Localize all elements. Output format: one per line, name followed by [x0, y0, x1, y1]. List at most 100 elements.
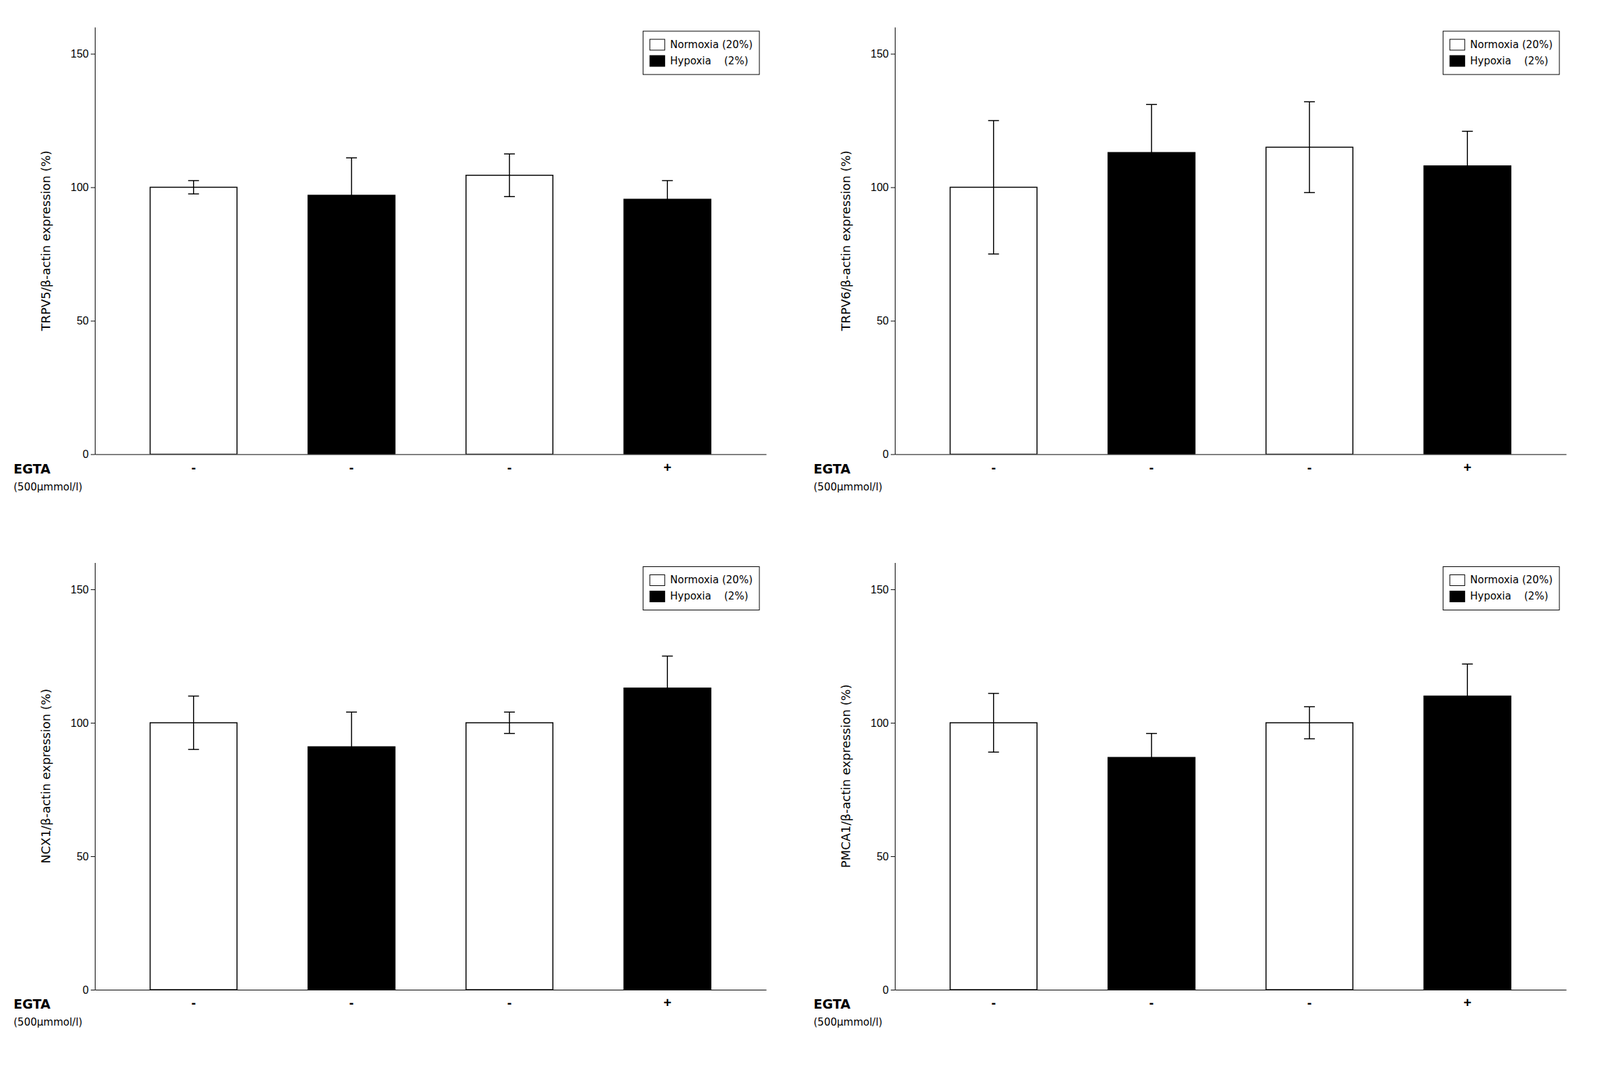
legend-item: Normoxia (20%)	[649, 573, 753, 586]
error-line	[1308, 706, 1311, 739]
legend-swatch	[649, 39, 665, 51]
tick-mark	[90, 53, 95, 55]
tick: -	[191, 459, 196, 475]
bar	[1266, 722, 1353, 990]
tick-mark	[890, 186, 895, 188]
legend-label: Hypoxia (2%)	[669, 54, 748, 68]
tick: 150	[870, 583, 895, 596]
tick: 0	[882, 984, 895, 996]
bar	[1423, 696, 1511, 990]
legend: Normoxia (20%)Hypoxia (2%)	[642, 31, 760, 75]
legend-item: Hypoxia (2%)	[1449, 54, 1548, 68]
error-line	[1150, 733, 1153, 782]
error-line	[1467, 131, 1469, 201]
legend: Normoxia (20%) Hypoxia (2%)	[642, 566, 760, 611]
axis-line	[95, 989, 767, 991]
bar	[1266, 146, 1353, 454]
error-cap	[503, 732, 515, 735]
tick-label: 0	[82, 448, 89, 460]
error-bar	[346, 711, 357, 782]
error-bar	[1146, 733, 1157, 782]
marks	[150, 655, 712, 990]
legend-swatch	[1449, 39, 1465, 51]
y-axis: 050100150	[870, 27, 895, 461]
tick: 100	[870, 717, 895, 729]
error-bar	[1303, 101, 1315, 193]
figure: 0 50 100 150 - - - + TRPV5/β-actin expression (%…	[0, 0, 1600, 1071]
axis-line	[895, 454, 1567, 456]
tick-mark	[90, 454, 95, 456]
error-cap	[988, 253, 1000, 255]
legend-item: Hypoxia (2%)	[649, 590, 748, 603]
legend-label: Hypoxia (2%)	[1469, 590, 1548, 603]
x-axis: ---+	[95, 454, 767, 475]
annotation: (500μmmol/l)	[813, 1016, 883, 1029]
tick-label: -	[507, 995, 513, 1010]
error-bar	[988, 120, 1000, 255]
tick: -	[349, 459, 355, 475]
tick-label: 100	[870, 181, 889, 194]
tick: -	[991, 459, 996, 475]
error-line	[1150, 104, 1153, 201]
error-cap	[661, 180, 673, 182]
y-axis: 050100150	[70, 562, 95, 996]
tick: 50	[76, 314, 95, 327]
legend-item: Hypoxia (2%)	[649, 54, 748, 68]
tick-label: -	[1149, 459, 1155, 475]
error-bar	[346, 157, 357, 233]
tick-label: 150	[70, 583, 89, 596]
error-cap	[1146, 104, 1157, 106]
legend-swatch	[649, 575, 665, 586]
error-cap	[661, 217, 673, 219]
tick: +	[1463, 459, 1472, 475]
legend-label: Hypoxia (2%)	[669, 590, 748, 603]
legend-label: Normoxia (20%)	[1469, 38, 1553, 51]
error-cap	[661, 719, 673, 721]
y-label: TRPV5/β-actin expression (%)	[38, 150, 53, 332]
legend-label: Normoxia (20%)	[1469, 573, 1553, 586]
error-line	[667, 180, 669, 219]
tick-label: 150	[870, 48, 889, 60]
tick-mark	[890, 989, 895, 991]
y-axis: 0 50 100 150	[870, 562, 895, 996]
tick: 100	[70, 717, 95, 729]
tick: -	[991, 995, 996, 1010]
error-cap	[1146, 199, 1157, 202]
error-line	[193, 180, 195, 195]
error-cap	[1303, 706, 1315, 708]
y-label: NCX1/β-actin expression (%)	[38, 688, 53, 864]
tick: -	[1307, 995, 1313, 1010]
tick-label: 100	[870, 717, 889, 729]
tick-mark	[90, 856, 95, 857]
tick-label: 100	[70, 717, 89, 729]
tick-label: +	[663, 995, 672, 1010]
error-bar	[1146, 104, 1157, 201]
tick: 0	[882, 448, 895, 460]
error-bar	[661, 180, 673, 219]
error-cap	[346, 711, 357, 713]
tick: 150	[70, 48, 95, 60]
y-label: PMCA1/β-actin expression (%)	[838, 684, 853, 868]
tick: 0	[82, 448, 95, 460]
legend-label: Hypoxia (2%)	[1469, 54, 1548, 68]
tick-mark	[90, 186, 95, 188]
tick: 50	[876, 850, 895, 863]
legend-swatch	[649, 55, 665, 67]
marks	[150, 153, 712, 454]
tick: 50	[76, 850, 95, 863]
bar	[466, 722, 553, 990]
bar	[150, 186, 238, 454]
annotation: EGTA	[813, 461, 851, 477]
legend-swatch	[1449, 591, 1465, 603]
bar	[1108, 757, 1195, 990]
tick: -	[1149, 459, 1155, 475]
error-cap	[988, 692, 1000, 695]
error-bar	[1461, 131, 1473, 201]
tick-label: -	[349, 459, 355, 475]
tick: 150	[70, 583, 95, 596]
error-cap	[1146, 781, 1157, 783]
y-axis: 050100150	[70, 27, 95, 461]
axis-line	[95, 454, 767, 456]
tick-mark	[890, 856, 895, 857]
axis-line	[895, 989, 1567, 991]
